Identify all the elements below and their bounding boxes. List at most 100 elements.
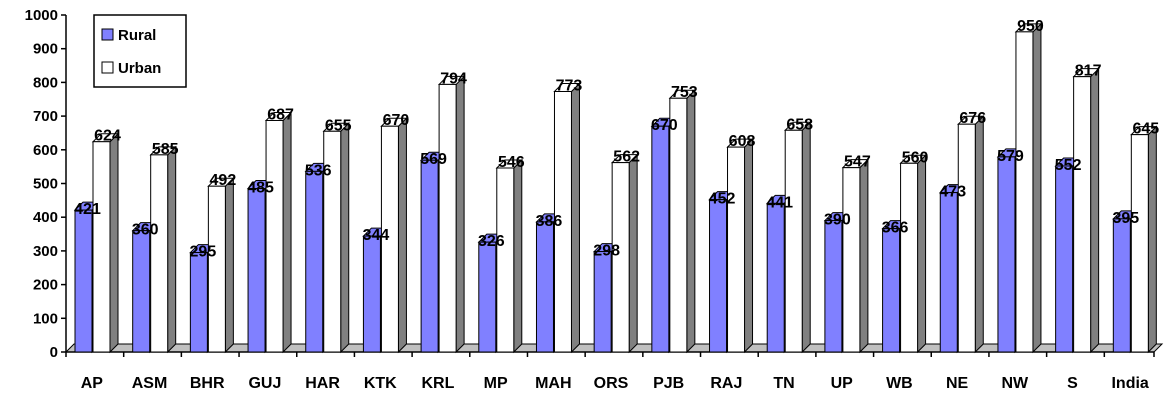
- x-tick-label: MAH: [535, 375, 571, 392]
- bar-urban-s-side: [1090, 67, 1100, 354]
- bar-urban-ors-front: [611, 162, 630, 353]
- data-label-rural: 485: [247, 180, 274, 197]
- bar-urban-mp: [495, 158, 523, 354]
- data-label-urban: 817: [1075, 63, 1102, 80]
- bar-rural-mp-front: [478, 241, 497, 353]
- bar-urban-tn-front: [784, 129, 803, 353]
- data-label-urban: 687: [267, 106, 294, 123]
- data-label-urban: 624: [94, 128, 121, 145]
- bar-urban-s-front: [1073, 76, 1092, 353]
- bar-urban-guj: [264, 111, 293, 354]
- y-tick-label: 300: [33, 243, 58, 260]
- bar-urban-mp-front: [496, 167, 515, 353]
- bar-urban-up-side: [859, 158, 869, 354]
- x-tick-label: GUJ: [248, 375, 281, 392]
- bar-rural-ors-front: [593, 251, 612, 353]
- data-label-rural: 670: [651, 117, 678, 134]
- data-label-urban: 655: [325, 117, 352, 134]
- bar-rural-mah-front: [535, 221, 554, 353]
- data-label-urban: 546: [498, 154, 525, 171]
- bar-rural-up-front: [824, 220, 843, 353]
- data-label-urban: 492: [210, 172, 237, 189]
- bar-urban-ors: [610, 153, 639, 354]
- bar-urban-ap: [91, 132, 120, 354]
- bar-rural-wb-front: [882, 228, 901, 353]
- bar-urban-har-front: [323, 130, 342, 353]
- bar-rural-india-front: [1112, 218, 1131, 353]
- data-label-urban: 794: [440, 70, 467, 87]
- bar-urban-har: [322, 122, 350, 354]
- x-tick-label: WB: [886, 375, 913, 392]
- bar-rural-pjb-front: [651, 125, 670, 353]
- x-tick-label: India: [1111, 375, 1148, 392]
- bar-urban-india-front: [1130, 134, 1149, 353]
- data-label-rural: 421: [74, 201, 101, 218]
- bar-urban-asm-front: [150, 154, 169, 353]
- data-label-rural: 366: [882, 220, 909, 237]
- y-tick-label: 200: [33, 277, 58, 294]
- x-tick-label: NW: [1001, 375, 1029, 392]
- data-label-urban: 562: [613, 149, 640, 166]
- bar-urban-mah-front: [553, 90, 572, 353]
- y-tick-label: 800: [33, 74, 58, 91]
- bar-rural-tn-front: [766, 202, 785, 353]
- bar-rural-har-front: [305, 170, 324, 353]
- data-label-rural: 569: [420, 151, 447, 168]
- bar-rural-raj-front: [709, 199, 728, 353]
- chart-data-labels: 421 624 360 585 295 492 485 687 536 655 344 670 569 7…: [74, 18, 1159, 261]
- bar-rural-nw-front: [997, 156, 1016, 353]
- data-label-urban: 670: [383, 112, 410, 129]
- data-label-urban: 547: [844, 154, 871, 171]
- data-label-urban: 608: [729, 133, 756, 150]
- y-tick-label: 100: [33, 310, 58, 327]
- bar-urban-guj-side: [282, 111, 292, 354]
- bar-urban-india-side: [1147, 125, 1157, 354]
- bar-rural-ne-front: [939, 192, 958, 353]
- y-tick-label: 600: [33, 142, 58, 159]
- x-tick-label: RAJ: [710, 375, 742, 392]
- data-label-urban: 950: [1017, 18, 1044, 35]
- bar-urban-nw-front: [1015, 31, 1034, 353]
- data-label-urban: 773: [556, 77, 583, 94]
- legend-label-rural: Rural: [118, 27, 156, 44]
- data-label-rural: 441: [766, 194, 793, 211]
- bar-urban-krl-side: [455, 75, 465, 354]
- x-tick-label: NE: [946, 375, 969, 392]
- bar-rural-guj-front: [247, 188, 266, 353]
- bar-urban-raj: [726, 137, 754, 354]
- bar-urban-har-side: [340, 122, 350, 354]
- x-tick-label: ORS: [594, 375, 629, 392]
- chart-legend: Rural Urban: [93, 14, 187, 88]
- data-label-rural: 536: [305, 162, 332, 179]
- bar-urban-pjb-front: [669, 97, 688, 353]
- x-tick-label: BHR: [190, 375, 225, 392]
- bar-urban-ktk: [380, 117, 408, 354]
- data-label-rural: 295: [190, 244, 217, 261]
- bar-urban-ap-side: [109, 132, 119, 354]
- data-label-rural: 386: [536, 213, 563, 230]
- bar-urban-up-front: [842, 167, 861, 353]
- bar-urban-up: [841, 158, 870, 354]
- bar-urban-asm: [149, 145, 177, 354]
- bar-urban-ap-front: [92, 141, 111, 353]
- data-label-rural: 344: [363, 227, 390, 244]
- bar-urban-ne-front: [957, 123, 976, 353]
- bar-urban-krl: [437, 75, 466, 354]
- y-tick-label: 900: [33, 41, 58, 58]
- legend-label-urban: Urban: [118, 60, 161, 77]
- bar-urban-raj-side: [744, 137, 754, 354]
- bar-urban-pjb-side: [686, 89, 696, 354]
- bar-urban-krl-front: [438, 83, 457, 353]
- bar-urban-nw-side: [1032, 22, 1042, 354]
- bar-rural-bhr-front: [189, 252, 208, 353]
- legend-swatch-urban: [101, 61, 114, 74]
- x-tick-label: ASM: [132, 375, 168, 392]
- bar-urban-india: [1130, 125, 1158, 354]
- bar-rural-krl-front: [420, 159, 439, 353]
- data-label-rural: 473: [939, 184, 966, 201]
- bar-urban-bhr: [207, 176, 235, 354]
- data-label-rural: 326: [478, 233, 505, 250]
- x-tick-label: UP: [831, 375, 854, 392]
- x-tick-label: KRL: [422, 375, 455, 392]
